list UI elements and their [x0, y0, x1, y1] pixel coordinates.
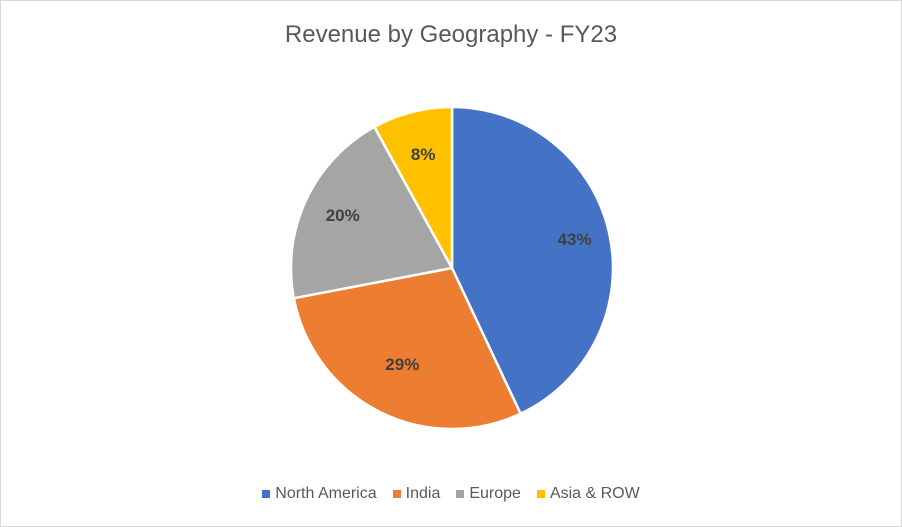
legend-swatch-europe: [456, 490, 465, 498]
pie-slice-asia-row: [373, 105, 454, 270]
legend: North America India Europe Asia & ROW: [1, 485, 901, 503]
legend-item-asia-row: Asia & ROW: [536, 485, 640, 503]
slice-labels: 43% 29% 20% 8%: [326, 145, 592, 374]
legend-label-north-america: North America: [275, 485, 377, 502]
legend-item-india: India: [392, 485, 441, 503]
legend-item-north-america: North America: [262, 485, 377, 503]
data-label-north-america: 43%: [558, 230, 592, 249]
pie-slice-europe: [289, 125, 454, 300]
legend-label-europe: Europe: [469, 485, 521, 502]
chart-title: Revenue by Geography - FY23: [284, 21, 618, 48]
data-label-europe: 20%: [326, 206, 360, 225]
legend-swatch-asia-row: [536, 490, 545, 498]
legend-label-india: India: [405, 485, 441, 502]
pie-slice-india: [292, 266, 522, 431]
legend-swatch-north-america: [262, 490, 271, 498]
legend-label-asia-row: Asia & ROW: [549, 485, 640, 502]
pie-slice-north-america: [450, 105, 615, 415]
data-label-asia-row: 8%: [411, 145, 436, 164]
data-label-india: 29%: [385, 355, 419, 374]
pie-slices: [289, 105, 615, 431]
legend-swatch-india: [392, 490, 401, 498]
legend-item-europe: Europe: [456, 485, 521, 503]
